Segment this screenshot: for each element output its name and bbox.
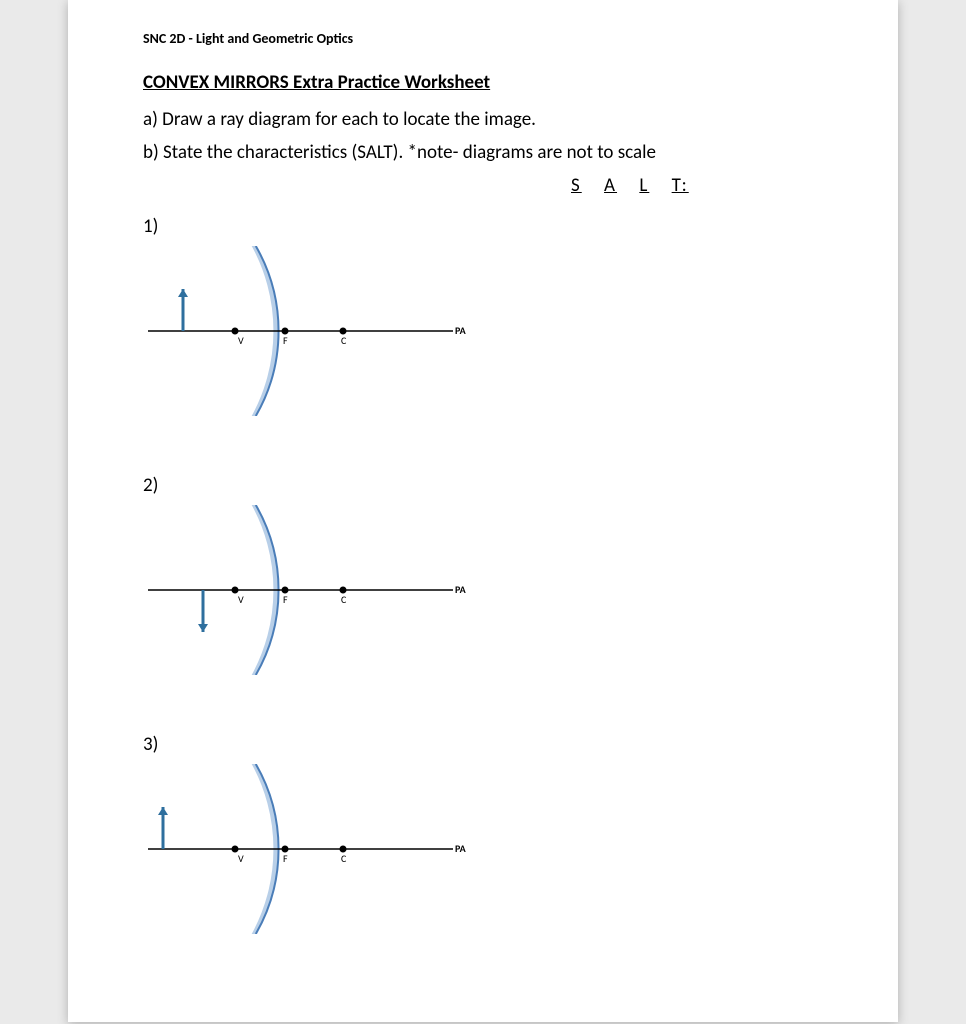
ray-diagram: V F C PA bbox=[143, 505, 483, 675]
vertex-label: V bbox=[238, 593, 244, 606]
object-arrow-head bbox=[198, 624, 208, 632]
pa-label: PA bbox=[455, 583, 467, 596]
instruction-b: b) State the characteristics (SALT). *no… bbox=[143, 141, 828, 164]
questions-container: 1) V F C PA 2) V F C PA 3) bbox=[143, 215, 828, 934]
ray-diagram: V F C PA bbox=[143, 246, 483, 416]
object-arrow-head bbox=[178, 289, 188, 297]
diagram-wrap: V F C PA bbox=[143, 246, 828, 416]
vertex-label: V bbox=[238, 852, 244, 865]
ray-diagram: V F C PA bbox=[143, 764, 483, 934]
instruction-a: a) Draw a ray diagram for each to locate… bbox=[143, 108, 828, 131]
center-label: C bbox=[341, 593, 347, 606]
diagram-wrap: V F C PA bbox=[143, 505, 828, 675]
center-label: C bbox=[341, 334, 347, 347]
focal-label: F bbox=[283, 852, 288, 865]
focal-label: F bbox=[283, 593, 288, 606]
center-label: C bbox=[341, 852, 347, 865]
pa-label: PA bbox=[455, 842, 467, 855]
vertex-label: V bbox=[238, 334, 244, 347]
object-arrow-head bbox=[158, 807, 168, 815]
salt-l: L bbox=[631, 174, 657, 197]
salt-t: T: bbox=[664, 174, 697, 197]
pa-label: PA bbox=[455, 324, 467, 337]
question-number: 2) bbox=[143, 474, 828, 497]
question-number: 1) bbox=[143, 215, 828, 238]
salt-heading: S A L T: bbox=[563, 174, 828, 197]
question-number: 3) bbox=[143, 733, 828, 756]
course-line: SNC 2D - Light and Geometric Optics bbox=[143, 30, 828, 47]
salt-s: S bbox=[563, 174, 590, 197]
diagram-wrap: V F C PA bbox=[143, 764, 828, 934]
salt-a: A bbox=[596, 174, 625, 197]
worksheet-title: CONVEX MIRRORS Extra Practice Worksheet bbox=[143, 71, 828, 94]
focal-label: F bbox=[283, 334, 288, 347]
worksheet-page: SNC 2D - Light and Geometric Optics CONV… bbox=[68, 0, 898, 1022]
